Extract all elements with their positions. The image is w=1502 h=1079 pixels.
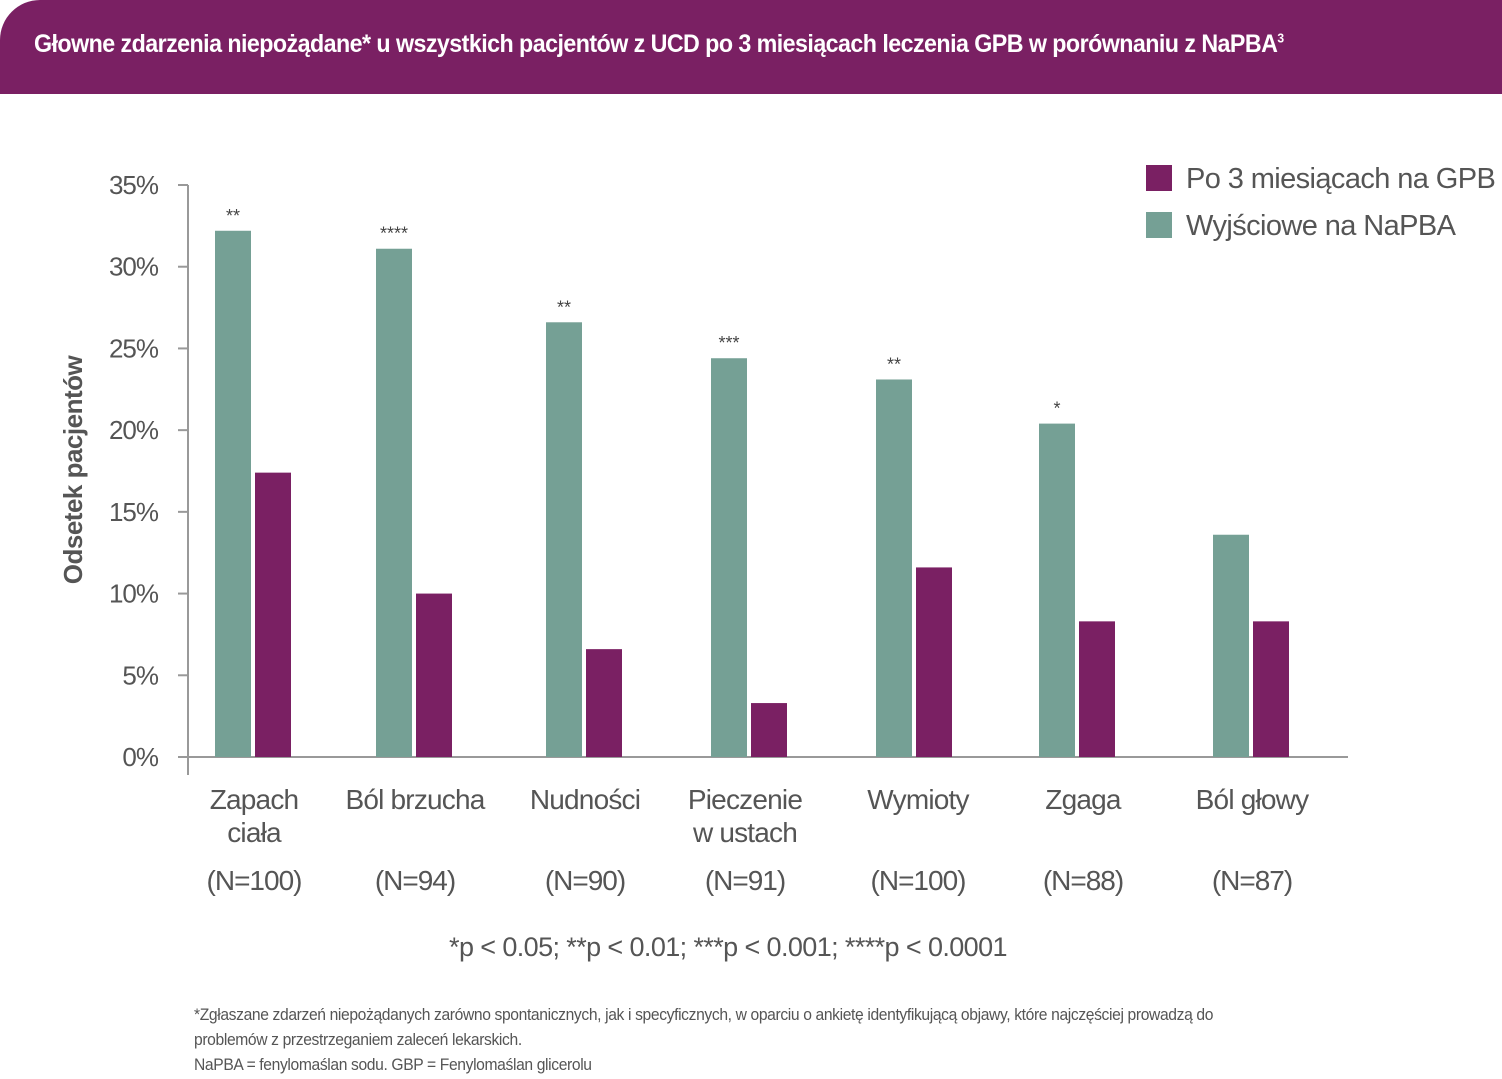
footnote-line: problemów z przestrzeganiem zaleceń leka… [194,1030,522,1049]
bar-gpb [586,649,622,757]
y-tick-label: 30% [109,252,159,282]
chart-title-text: Głowne zdarzenia niepożądane* u wszystki… [34,30,1278,58]
footnote: *Zgłaszane zdarzeń niepożądanych zarówno… [194,1002,1298,1077]
y-tick-label: 25% [109,333,159,363]
bar-gpb [255,472,291,757]
chart-title: Głowne zdarzenia niepożądane* u wszystki… [34,30,1284,59]
legend-label: Po 3 miesiącach na GPB [1186,163,1495,195]
bar-gpb [1253,621,1289,757]
category-label: Ból brzucha [345,784,485,815]
category-label: w ustach [692,817,797,848]
bar-napba [1213,534,1249,757]
bar-napba [876,379,912,757]
bar-gpb [916,567,952,757]
category-label: Ból głowy [1196,784,1309,815]
sample-size-label: (N=94) [375,865,455,896]
significance-marker: ** [226,206,240,226]
y-axis-label: Odsetek pacjentów [58,355,88,585]
bar-gpb [416,593,452,757]
sample-size-label: (N=87) [1212,865,1292,896]
bar-napba [546,322,582,757]
y-tick-label: 5% [122,660,158,690]
category-label: Zgaga [1045,784,1122,815]
sample-size-label: (N=91) [705,865,785,896]
sample-size-label: (N=90) [545,865,625,896]
bar-napba [215,230,251,757]
category-label: Nudności [530,784,640,815]
bar-napba [376,248,412,758]
significance-marker: **** [380,224,408,244]
significance-marker: * [1053,399,1060,419]
y-tick-label: 10% [109,579,159,609]
significance-marker: *** [718,333,739,353]
footnote-line: NaPBA = fenylomaślan sodu. GBP = Fenylom… [194,1055,592,1074]
legend-label: Wyjściowe na NaPBA [1186,210,1457,242]
significance-marker: ** [887,354,901,374]
y-tick-label: 35% [109,170,159,200]
bar-napba [1039,423,1075,757]
bar-gpb [1079,621,1115,757]
legend-swatch [1146,165,1172,191]
title-banner [0,0,1502,94]
category-label: ciała [227,817,282,848]
bar-napba [711,358,747,757]
bar-gpb [751,703,787,757]
p-value-note: *p < 0.05; **p < 0.01; ***p < 0.001; ***… [449,932,1007,962]
category-label: Pieczenie [688,784,802,815]
y-tick-label: 0% [122,742,158,772]
y-tick-label: 20% [109,415,159,445]
category-label: Wymioty [867,784,969,815]
footnote-line: *Zgłaszane zdarzeń niepożądanych zarówno… [194,1005,1214,1024]
category-label: Zapach [210,784,299,815]
y-tick-label: 15% [109,497,159,527]
sample-size-label: (N=88) [1043,865,1123,896]
title-reference: 3 [1277,30,1284,46]
legend-swatch [1146,212,1172,238]
significance-marker: ** [557,297,571,317]
sample-size-label: (N=100) [871,865,966,896]
sample-size-label: (N=100) [207,865,302,896]
